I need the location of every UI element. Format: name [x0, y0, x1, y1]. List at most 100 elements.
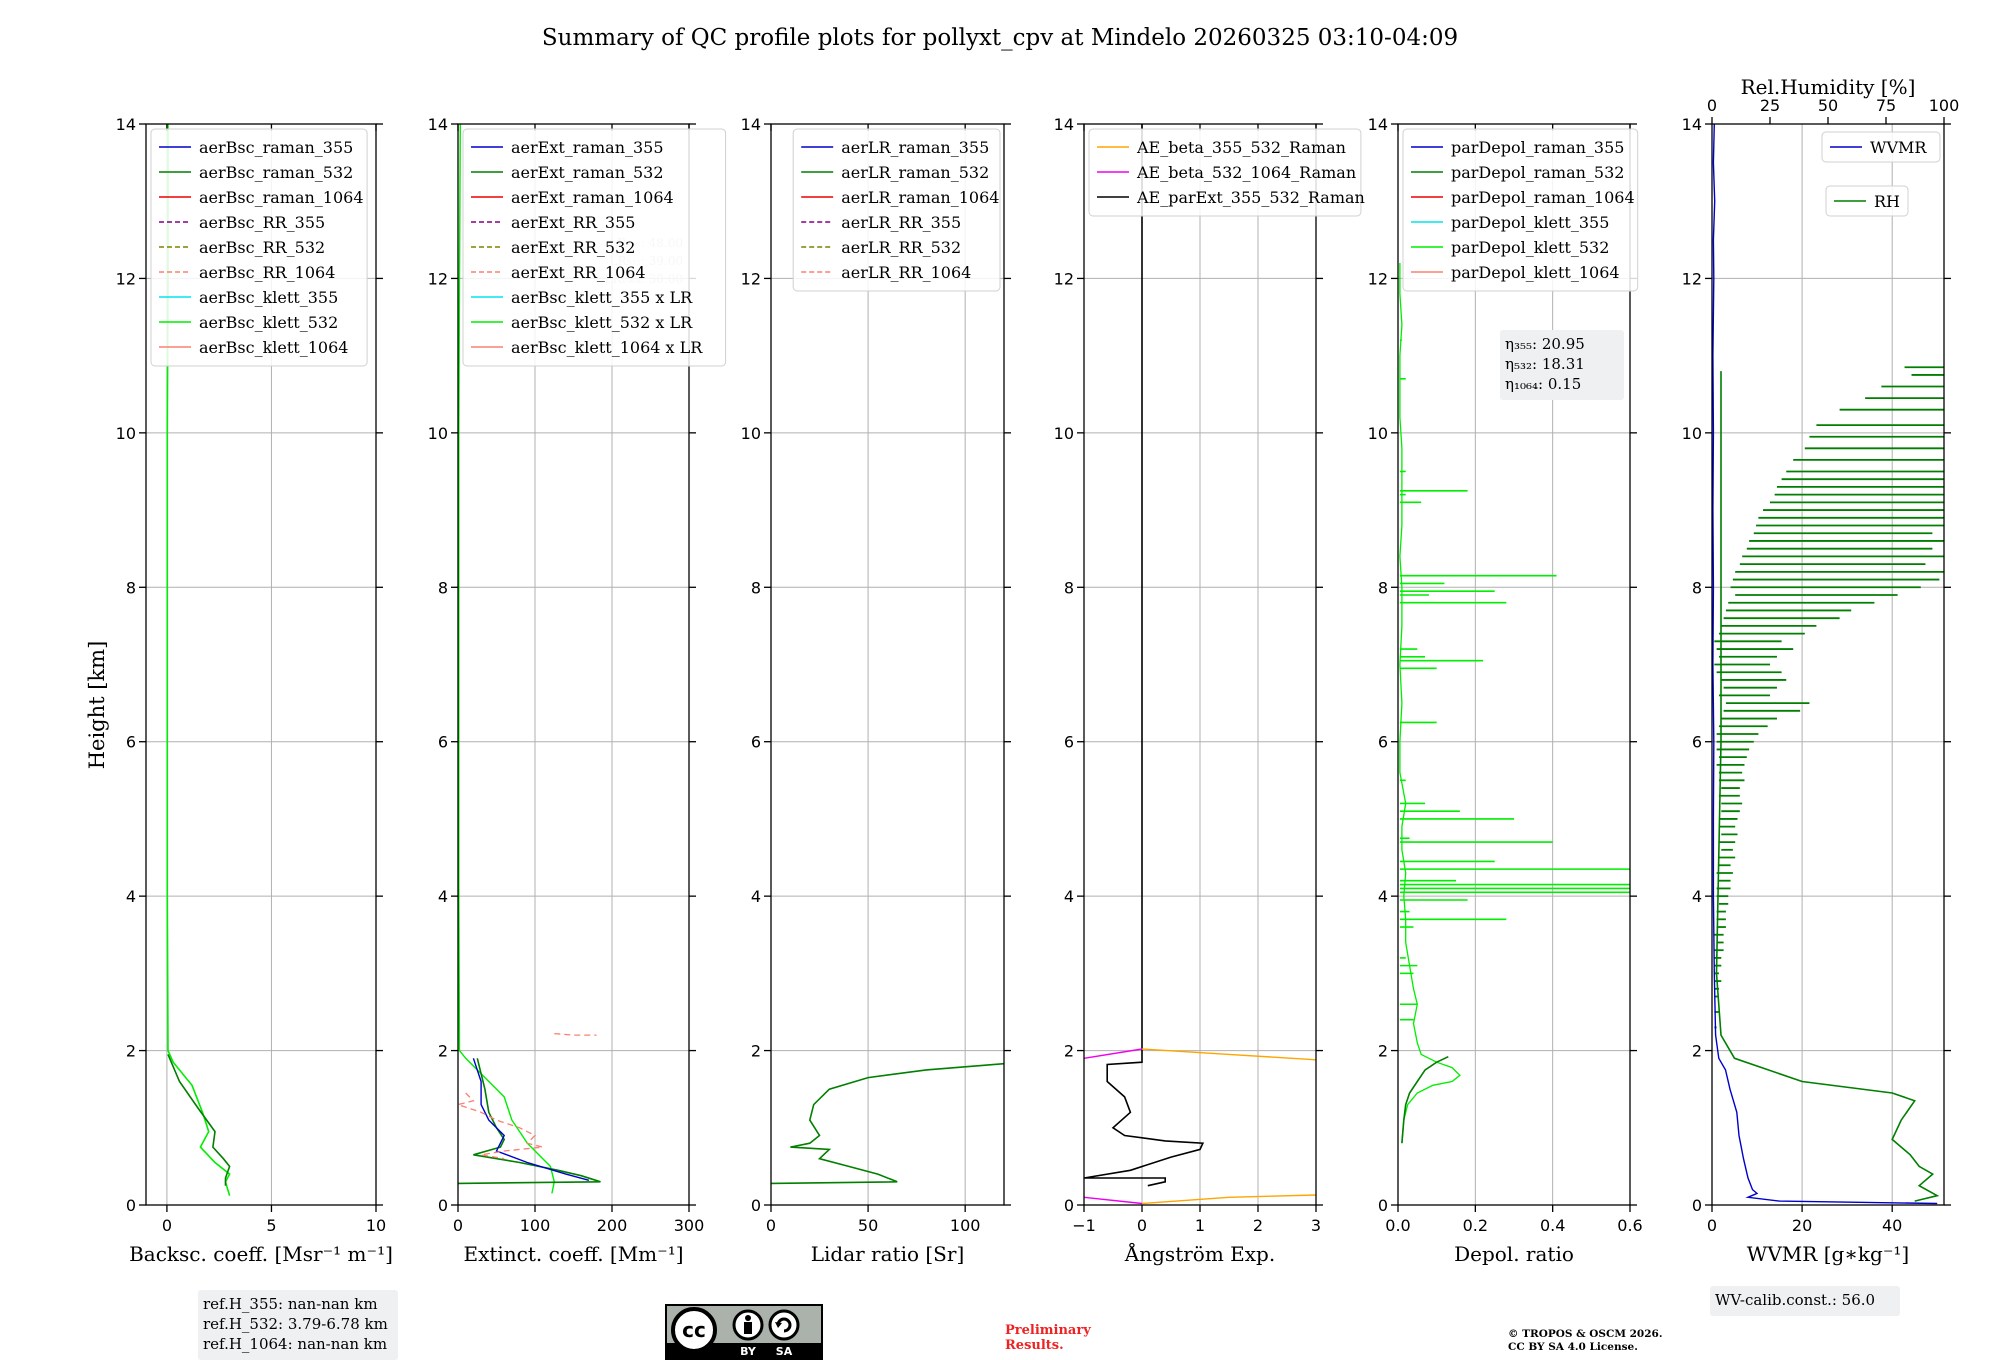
x-tick-label: 50 [858, 1216, 878, 1235]
legend-label: aerLR_RR_1064 [841, 263, 971, 282]
cc-license-badge: cc BY SA [665, 1304, 823, 1360]
series-aerExt_raman_532 [458, 1058, 601, 1185]
legend-bsc: aerBsc_raman_355 aerBsc_raman_532 aerBsc_r… [150, 128, 368, 367]
preliminary-line1: Preliminary [1005, 1323, 1091, 1338]
info-box-bg [1710, 1286, 1900, 1316]
plot-area-lr [771, 1062, 1004, 1185]
y-tick-label: 14 [1682, 115, 1702, 134]
x-tick-label: 3 [1311, 1216, 1321, 1235]
legend-box [1402, 128, 1639, 292]
y-tick-label: 12 [1368, 269, 1388, 288]
legend-box [1088, 128, 1362, 217]
y-tick-label: 14 [1368, 115, 1388, 134]
info-line: ref.H_532: 3.79-6.78 km [203, 1315, 388, 1333]
legend-lr: aerLR_raman_355 aerLR_raman_532 aerLR_rama… [792, 128, 1001, 292]
legend-label: aerBsc_klett_1064 [199, 338, 348, 357]
y-axis-label: Height [km] [85, 641, 109, 770]
x-tick-label: 40 [1882, 1216, 1902, 1235]
info-line: ref.H_1064: nan-nan km [203, 1335, 387, 1353]
y-tick-label: 14 [741, 115, 761, 134]
x-tick-label: 0.0 [1385, 1216, 1410, 1235]
info-line: η₅₃₂: 18.31 [1505, 355, 1585, 373]
legend-box [462, 128, 727, 367]
legend-label: aerBsc_klett_355 x LR [511, 288, 693, 307]
cc-mark-text: cc [682, 1318, 706, 1342]
legend-wv-1: RH [1825, 185, 1909, 217]
legend-ae: AE_beta_355_532_Raman AE_beta_532_1064_Ra… [1088, 128, 1365, 217]
x-tick-label: 5 [266, 1216, 276, 1235]
series-aerExt_RR_1064 [458, 1092, 543, 1160]
legend-label: aerBsc_RR_1064 [199, 263, 335, 282]
y-tick-label: 0 [1064, 1196, 1074, 1215]
panel-lr: 0 50 100 0 2 4 6 8 10 12 14 Lidar ratio [Sr] aerLR_r… [741, 115, 1011, 1266]
x-tick-label: 200 [597, 1216, 628, 1235]
y-tick-label: 12 [428, 269, 448, 288]
y-tick-label: 2 [1692, 1042, 1702, 1061]
x-tick-label: 100 [950, 1216, 981, 1235]
info-box-wv: WV-calib.const.: 56.0 [1710, 1286, 1900, 1316]
legend-label: parDepol_raman_355 [1451, 138, 1624, 157]
legend-label: aerLR_raman_355 [841, 138, 989, 157]
x-tick-label: 1 [1195, 1216, 1205, 1235]
x-tick-label: 0 [162, 1216, 172, 1235]
y-tick-label: 2 [438, 1042, 448, 1061]
series-AE_beta_532_1064_Raman_low [1084, 1196, 1143, 1205]
info-box-bg [1500, 330, 1624, 400]
series-parDepol_raman_532 [1401, 1055, 1449, 1144]
series-WVMR [1712, 124, 1938, 1205]
y-tick-label: 4 [1692, 887, 1702, 906]
y-tick-label: 6 [1378, 733, 1388, 752]
plot-area-bsc [166, 124, 231, 1196]
legend-label: aerExt_RR_355 [511, 213, 635, 232]
legend-label: AE_beta_532_1064_Raman [1136, 163, 1356, 182]
x-axis-label: Depol. ratio [1454, 1242, 1574, 1266]
copyright-line1: © TROPOS & OSCM 2026. [1508, 1328, 1663, 1340]
series-AE_beta_355_532_Raman [1141, 1048, 1316, 1061]
y-tick-label: 2 [751, 1042, 761, 1061]
y-tick-label: 2 [126, 1042, 136, 1061]
y-tick-label: 8 [751, 578, 761, 597]
legend-wv-0: WVMR [1821, 131, 1941, 163]
x-tick-label: 0.2 [1463, 1216, 1488, 1235]
top-x-tick-label: 50 [1818, 96, 1838, 115]
x-tick-label: 20 [1792, 1216, 1812, 1235]
legend-label: parDepol_klett_1064 [1451, 263, 1620, 282]
panel-wv: 0 20 40 0 2 4 6 8 10 12 14 WVMR [g∗kg⁻¹] 0 25 50 75 100 R… [1682, 75, 1959, 1316]
y-tick-label: 4 [438, 887, 448, 906]
x-tick-label: 0 [766, 1216, 776, 1235]
figure-title: Summary of QC profile plots for pollyxt_… [542, 25, 1458, 51]
y-tick-label: 10 [428, 424, 448, 443]
series-aerBsc_raman_532 [167, 1054, 231, 1186]
y-tick-label: 14 [1054, 115, 1074, 134]
copyright-line2: CC BY SA 4.0 License. [1508, 1341, 1638, 1353]
y-tick-label: 10 [1368, 424, 1388, 443]
x-tick-label: 300 [674, 1216, 705, 1235]
x-tick-label: 100 [520, 1216, 551, 1235]
legend-box [792, 128, 1001, 292]
legend-label: aerBsc_klett_532 [199, 313, 338, 332]
axes-frame [457, 123, 690, 1206]
legend-label: parDepol_raman_532 [1451, 163, 1624, 182]
x-tick-label: −1 [1072, 1216, 1096, 1235]
info-line: ref.H_355: nan-nan km [203, 1295, 378, 1313]
y-tick-label: 10 [1054, 424, 1074, 443]
legend-label: aerLR_raman_1064 [841, 188, 999, 207]
legend-box [1821, 131, 1941, 163]
x-tick-label: 0 [1137, 1216, 1147, 1235]
legend-label: aerExt_RR_532 [511, 238, 635, 257]
panel-dep: 0.0 0.2 0.4 0.6 0 2 4 6 8 10 12 14 Depol. ratio parDe… [1368, 115, 1643, 1266]
legend-label: aerExt_raman_532 [511, 163, 664, 182]
info-box-bsc: ref.H_355: nan-nan km ref.H_532: 3.79-6.7… [198, 1290, 398, 1360]
cc-by-label: BY [740, 1345, 757, 1358]
y-tick-label: 0 [751, 1196, 761, 1215]
legend-label: aerBsc_klett_532 x LR [511, 313, 693, 332]
sa-share-alike-icon [768, 1309, 800, 1341]
legend-label: aerBsc_raman_355 [199, 138, 353, 157]
info-line: η₃₅₅: 20.95 [1505, 335, 1585, 353]
top-x-tick-label: 25 [1760, 96, 1780, 115]
info-line: η₁₀₆₄: 0.15 [1505, 375, 1581, 393]
series-RH [1715, 371, 1940, 1202]
legend-label: WVMR [1870, 138, 1927, 157]
legend-label: aerBsc_raman_532 [199, 163, 353, 182]
